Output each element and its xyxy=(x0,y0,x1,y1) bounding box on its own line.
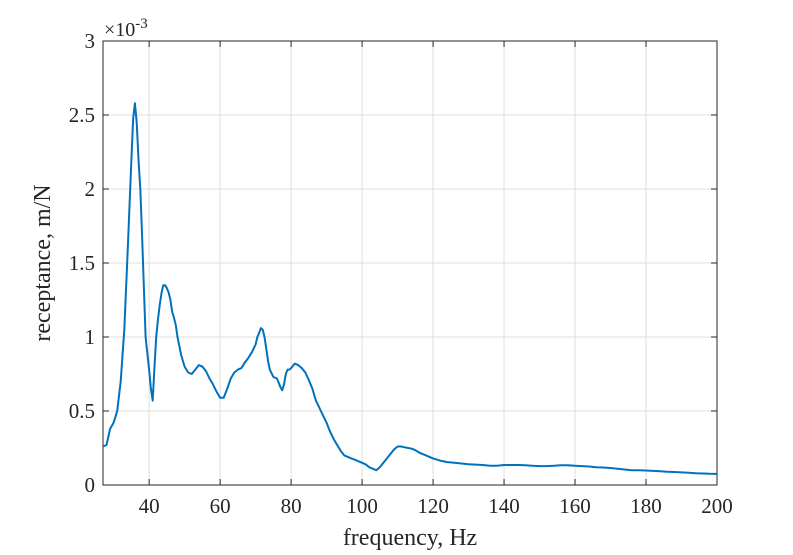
y-tick-label: 3 xyxy=(85,29,96,53)
x-tick-label: 200 xyxy=(701,494,733,518)
x-tick-label: 180 xyxy=(630,494,662,518)
x-tick-label: 40 xyxy=(139,494,160,518)
x-tick-label: 160 xyxy=(559,494,591,518)
exponent-power: -3 xyxy=(135,16,148,32)
x-tick-label: 140 xyxy=(488,494,520,518)
exponent-base: ×10 xyxy=(104,19,135,41)
y-tick-label: 1 xyxy=(85,325,96,349)
x-tick-label: 100 xyxy=(346,494,378,518)
y-axis-label: receptance, m/N xyxy=(30,184,56,341)
tick-labels: 40 60 80 100 120 140 160 180 200 0 0.5 1 1.5 2 2.5 3 xyxy=(69,29,733,518)
x-tick-label: 120 xyxy=(417,494,449,518)
y-tick-label: 1.5 xyxy=(69,251,95,275)
x-tick-label: 60 xyxy=(210,494,231,518)
axis-ticks xyxy=(103,40,718,486)
x-axis-label: frequency, Hz xyxy=(343,525,477,551)
series-line-receptance xyxy=(102,102,718,475)
y-tick-label: 2 xyxy=(85,177,96,201)
y-axis-exponent: ×10-3 xyxy=(104,16,148,41)
y-tick-label: 0.5 xyxy=(69,399,95,423)
x-tick-label: 80 xyxy=(281,494,302,518)
grid-lines xyxy=(103,40,718,486)
y-tick-label: 0 xyxy=(85,473,96,497)
y-tick-label: 2.5 xyxy=(69,103,95,127)
